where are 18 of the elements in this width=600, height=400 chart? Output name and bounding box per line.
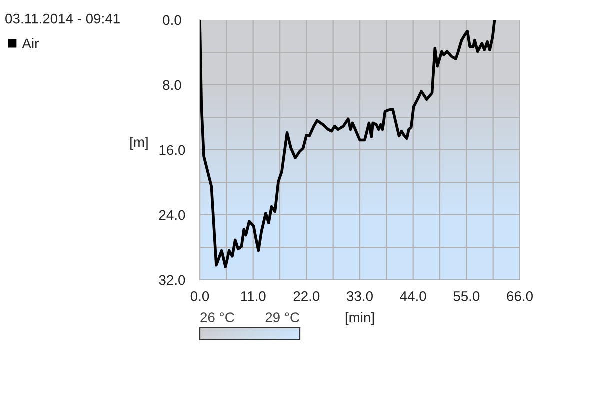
color-bar-label: 29 °C [266,312,300,322]
x-tick-label: 22.0 [294,291,320,302]
y-tick-label: 16.0 [160,145,186,156]
color-bar-label: 26 °C [200,312,234,322]
x-axis-title: [min] [346,312,374,326]
y-tick-label: 8.0 [163,80,182,90]
x-tick-label: 44.0 [400,291,426,302]
y-axis-title: [m] [130,137,148,150]
y-tick-label: 0.0 [163,15,182,26]
x-tick-label: 0.0 [190,291,210,302]
x-tick-label: 33.0 [347,291,373,302]
x-tick-label: 55.0 [454,291,480,302]
y-tick-label: 24.0 [159,210,186,220]
y-tick-label: 32.0 [159,275,186,286]
text: 03.11.2014 - 09:41 [6,14,120,24]
x-tick-label: 66.0 [507,291,533,302]
legend-label: Air [22,38,39,48]
x-tick-label: 11.0 [241,291,266,302]
